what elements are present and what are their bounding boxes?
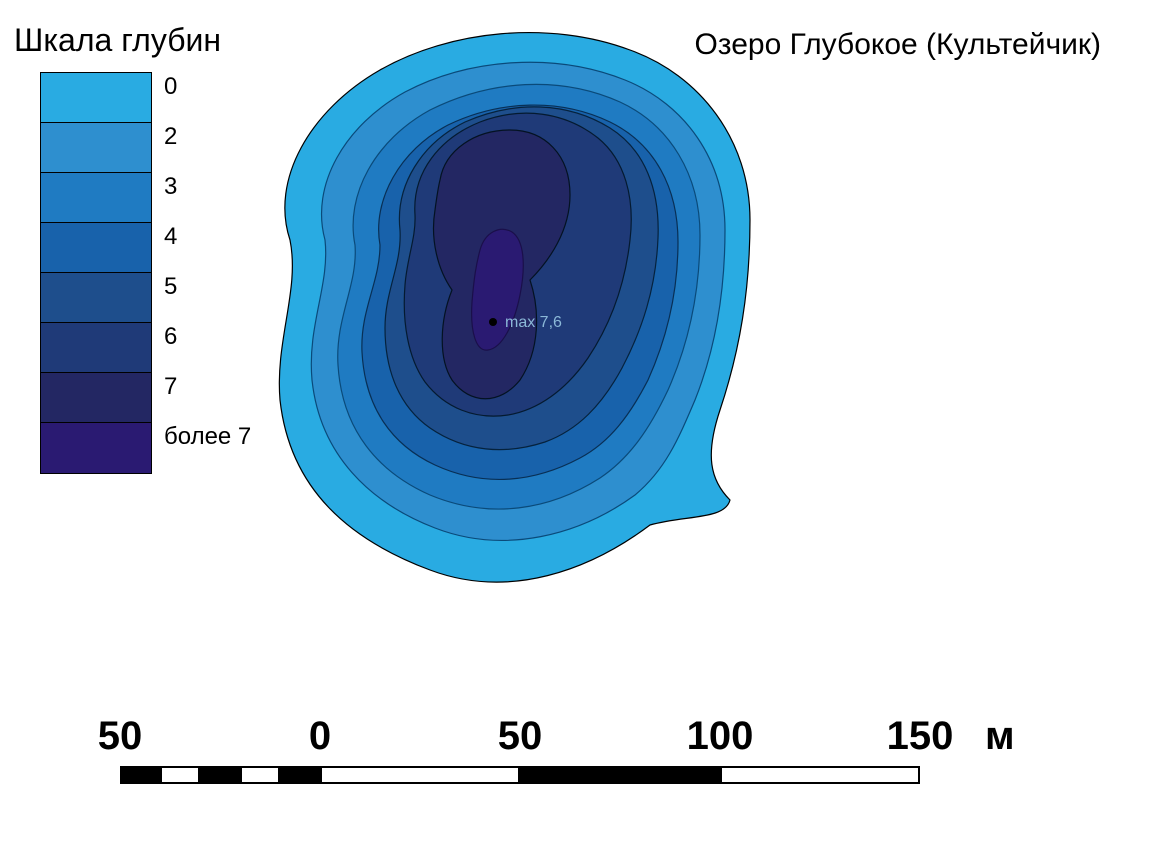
scale-segment (280, 766, 320, 784)
legend-swatch (41, 173, 151, 223)
scale-tick-label: 50 (98, 714, 143, 759)
bathymetry-map: max 7,6 (230, 10, 810, 630)
legend-swatch (41, 223, 151, 273)
scale-segment (160, 766, 200, 784)
scale-segment (520, 766, 720, 784)
legend-colorbar (40, 72, 152, 474)
scale-tick-label: 150 (887, 714, 954, 759)
legend-swatch (41, 123, 151, 173)
scale-tick-label: 100 (687, 714, 754, 759)
legend-swatch (41, 323, 151, 373)
scale-segment (200, 766, 240, 784)
scale-unit-label: м (985, 714, 1015, 759)
legend-swatch (41, 273, 151, 323)
scale-segment (720, 766, 920, 784)
legend-title: Шкала глубин (14, 22, 221, 59)
scale-segment (320, 766, 520, 784)
legend-swatch (41, 373, 151, 423)
legend-swatch (41, 73, 151, 123)
scale-tick-label: 50 (498, 714, 543, 759)
max-depth-point (489, 318, 497, 326)
max-depth-label: max 7,6 (505, 314, 562, 331)
legend-swatch (41, 423, 151, 473)
scale-segment (120, 766, 160, 784)
scale-tick-label: 0 (309, 714, 331, 759)
scale-segment (240, 766, 280, 784)
